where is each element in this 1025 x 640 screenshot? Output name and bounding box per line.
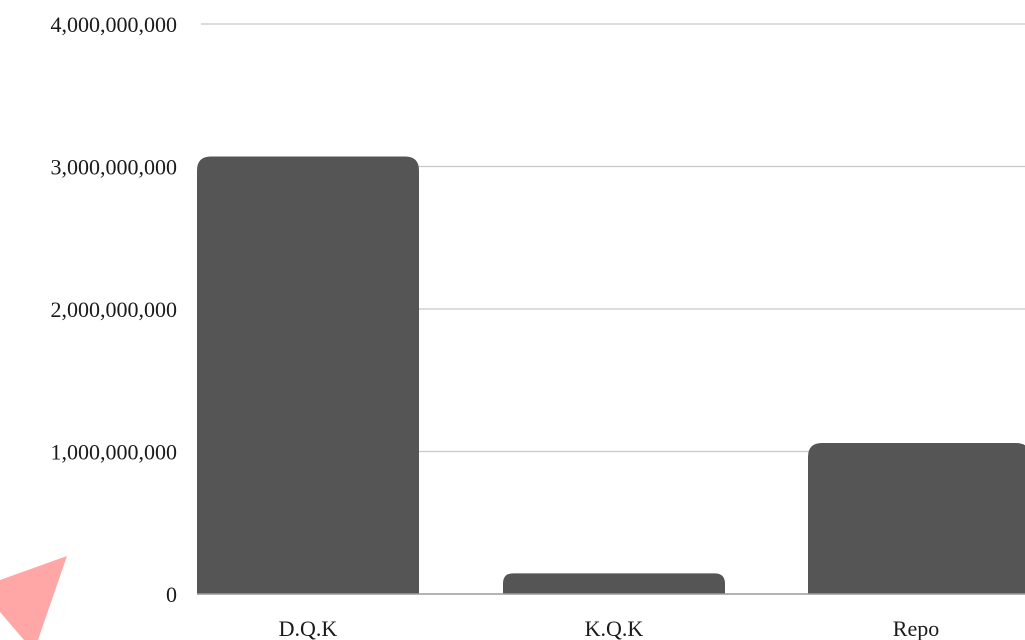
x-axis-category-labels: D.Q.K K.Q.K Repo — [279, 616, 940, 640]
bar-repo — [808, 442, 1025, 594]
x-category-label: D.Q.K — [279, 616, 338, 640]
y-axis-tick-labels: 0 1,000,000,000 2,000,000,000 3,000,000,000… — [51, 12, 178, 607]
bars — [197, 156, 1025, 594]
y-tick-label: 3,000,000,000 — [51, 155, 178, 180]
bar-k-q-k — [503, 573, 725, 594]
y-tick-label: 1,000,000,000 — [51, 440, 178, 465]
x-category-label: K.Q.K — [585, 616, 644, 640]
bar-d-q-k — [197, 156, 419, 594]
y-tick-label: 2,000,000,000 — [51, 297, 178, 322]
y-tick-label: 4,000,000,000 — [51, 12, 178, 37]
y-tick-label: 0 — [166, 582, 177, 607]
arrow-up-right-icon — [0, 556, 67, 640]
x-category-label: Repo — [893, 616, 939, 640]
